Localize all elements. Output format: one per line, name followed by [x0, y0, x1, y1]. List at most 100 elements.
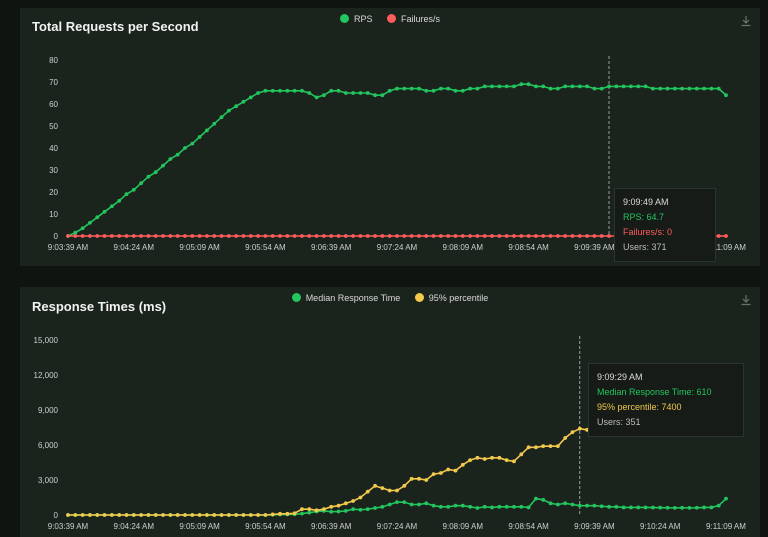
failures-s-point	[365, 234, 370, 238]
median-response-time-point	[541, 497, 546, 502]
rps-point	[292, 88, 297, 93]
rps-point	[482, 84, 487, 89]
rps-point	[88, 220, 92, 225]
rps-point	[358, 91, 363, 95]
rps-point	[343, 91, 348, 95]
rps-point	[453, 88, 458, 93]
median-response-time-point	[585, 503, 589, 508]
95-percentile-point	[365, 489, 370, 494]
failures-s-point	[490, 234, 494, 238]
95-percentile-point	[431, 472, 436, 477]
median-response-time-point	[570, 502, 575, 507]
rps-point	[234, 104, 239, 109]
95-percentile-point	[577, 426, 582, 431]
95-percentile-point	[292, 511, 297, 516]
rps-point	[460, 88, 465, 93]
legend-item-rps[interactable]: RPS	[339, 14, 372, 24]
median-response-time-point	[658, 505, 663, 510]
x-tick-label: 9:04:24 AM	[114, 522, 155, 531]
legend-item-p95[interactable]: 95% percentile	[414, 293, 488, 303]
rps-point	[512, 84, 516, 89]
y-tick-label: 0	[54, 511, 59, 520]
failures-s-point	[424, 234, 429, 238]
median-response-time-point	[468, 504, 473, 509]
median-response-time-point	[599, 504, 604, 509]
rps-point	[153, 170, 158, 175]
95-percentile-point	[161, 513, 165, 517]
95-percentile-point	[153, 513, 158, 517]
failures-s-point	[175, 234, 180, 238]
95-percentile-point	[109, 513, 114, 517]
rps-point	[585, 84, 589, 89]
median-response-time-point	[519, 504, 524, 509]
median-response-time-point	[351, 507, 356, 512]
95-percentile-point	[263, 513, 268, 517]
y-tick-label: 60	[49, 100, 58, 109]
failures-s-point	[300, 234, 304, 238]
rps-point	[709, 86, 714, 91]
rps-point	[424, 88, 429, 93]
rps-point	[621, 84, 626, 89]
95-percentile-point	[226, 513, 231, 517]
legend-item-failures[interactable]: Failures/s	[387, 14, 440, 24]
y-tick-label: 6,000	[38, 441, 59, 450]
rps-point	[541, 84, 546, 89]
x-tick-label: 9:08:54 AM	[508, 522, 549, 531]
95-percentile-point	[468, 458, 473, 463]
failures-s-point	[504, 234, 509, 238]
95-percentile-point	[336, 503, 341, 508]
rps-point	[548, 86, 553, 91]
median-response-time-point	[563, 501, 568, 506]
95-percentile-point	[300, 507, 304, 512]
median-response-time-point	[431, 503, 436, 508]
response-times-chart: 0 3,000 6,000 9,000 12,000 15,000 9:03:39 AM 9:…	[34, 336, 746, 531]
response-times-chart-panel: 0 3,000 6,000 9,000 12,000 15,000 9:03:39 AM 9:…	[20, 287, 760, 537]
median-response-time-point	[607, 504, 611, 509]
95-percentile-point	[417, 476, 421, 481]
rps-point	[555, 86, 560, 91]
95-percentile-series-line	[68, 427, 595, 516]
failures-s-point	[248, 234, 253, 238]
x-tick-label: 9:04:24 AM	[114, 243, 155, 252]
median-response-time-point	[329, 509, 334, 514]
rps-point	[490, 84, 494, 89]
rps-point	[636, 84, 641, 89]
median-response-time-point	[358, 507, 363, 512]
download-icon[interactable]	[740, 294, 752, 306]
legend-item-median[interactable]: Median Response Time	[291, 293, 400, 303]
rps-point	[570, 84, 575, 89]
x-tick-label: 9:10:24 AM	[640, 522, 681, 531]
failures-s-point	[153, 234, 158, 238]
y-tick-label: 0	[54, 232, 59, 241]
rps-point	[263, 88, 268, 93]
x-tick-label: 9:07:24 AM	[377, 522, 418, 531]
rps-point	[329, 88, 334, 93]
95-percentile-point	[241, 513, 246, 517]
failures-s-point	[124, 234, 129, 238]
rps-point	[672, 86, 677, 91]
median-response-time-point	[680, 505, 685, 510]
response-times-tooltip: 9:09:29 AM Median Response Time: 610 95%…	[588, 363, 744, 437]
failures-s-point	[468, 234, 473, 238]
failures-s-point	[548, 234, 553, 238]
median-response-time-point	[453, 503, 458, 508]
median-response-time-point	[395, 500, 399, 505]
rps-point	[614, 84, 619, 89]
median-response-time-point	[409, 502, 414, 507]
failures-s-point	[73, 234, 78, 238]
rps-point	[694, 86, 699, 91]
95-percentile-point	[453, 468, 458, 473]
95-percentile-point	[321, 507, 326, 512]
rps-point	[680, 86, 685, 91]
tooltip-failures: Failures/s: 0	[623, 227, 673, 237]
failures-s-point	[197, 234, 202, 238]
download-icon[interactable]	[740, 15, 752, 27]
rps-point	[175, 152, 180, 157]
95-percentile-point	[88, 513, 92, 517]
rps-point	[278, 88, 282, 93]
median-response-time-point	[555, 502, 560, 507]
x-tick-label: 9:08:54 AM	[508, 243, 549, 252]
95-percentile-point	[482, 457, 487, 461]
rps-point	[351, 91, 356, 95]
median-response-time-point	[460, 503, 465, 508]
